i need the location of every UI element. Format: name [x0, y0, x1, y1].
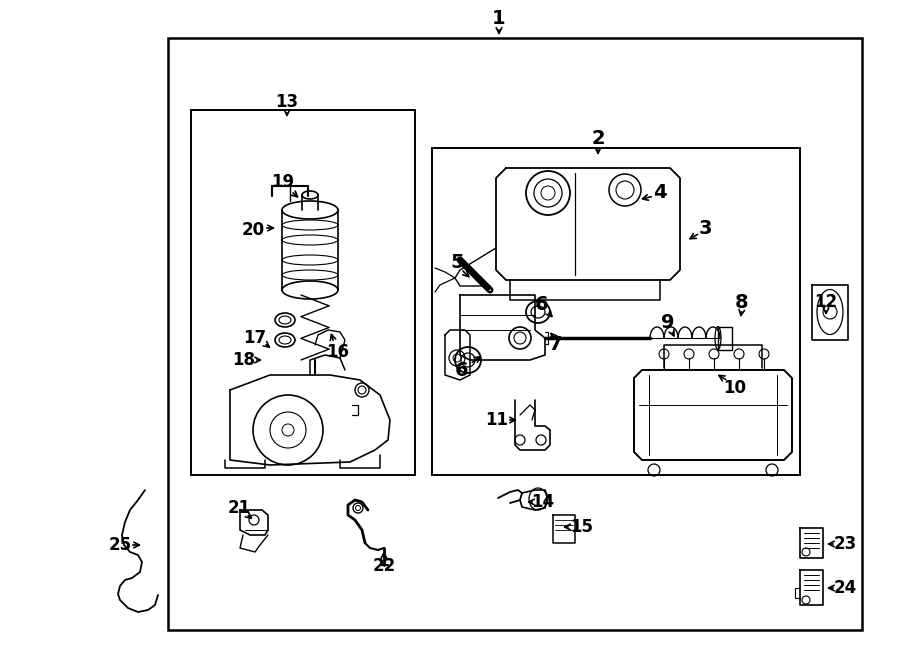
Text: 18: 18	[232, 351, 256, 369]
Bar	[168, 38, 862, 630]
Text: 22: 22	[373, 557, 396, 575]
Text: 16: 16	[327, 343, 349, 361]
Bar	[191, 110, 415, 475]
Text: 7: 7	[549, 336, 562, 354]
Text: 13: 13	[275, 93, 299, 111]
Text: 25: 25	[108, 536, 131, 554]
Text: 11: 11	[485, 411, 508, 429]
Text: 15: 15	[571, 518, 593, 536]
Text: 9: 9	[662, 313, 675, 332]
Text: 4: 4	[653, 182, 667, 202]
Text: 8: 8	[735, 293, 749, 311]
Text: 20: 20	[241, 221, 265, 239]
Text: 5: 5	[450, 253, 464, 272]
Text: 17: 17	[243, 329, 266, 347]
Bar	[432, 148, 800, 475]
Text: 6: 6	[536, 295, 549, 315]
Text: 12: 12	[814, 293, 838, 311]
Text: 24: 24	[833, 579, 857, 597]
Text: 3: 3	[698, 219, 712, 237]
Text: 21: 21	[228, 499, 250, 517]
Text: 19: 19	[272, 173, 294, 191]
Text: 1: 1	[492, 9, 506, 28]
Text: 23: 23	[833, 535, 857, 553]
Text: 14: 14	[531, 493, 554, 511]
Text: 10: 10	[724, 379, 746, 397]
Text: 2: 2	[591, 128, 605, 147]
Text: 6: 6	[455, 360, 469, 379]
